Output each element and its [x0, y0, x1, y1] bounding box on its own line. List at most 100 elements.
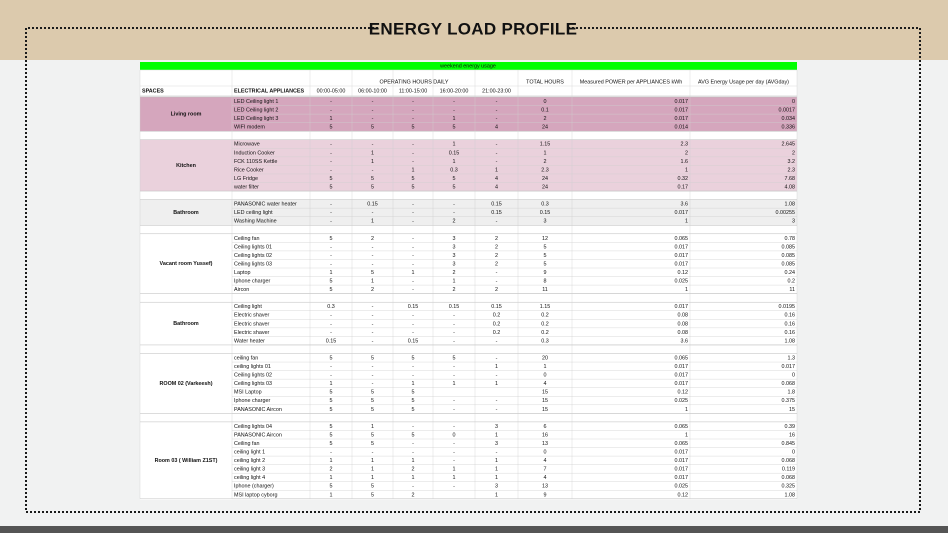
cell: -: [372, 142, 374, 148]
cell: 5: [412, 407, 415, 413]
cell: 16: [789, 432, 795, 438]
cell: -: [453, 407, 455, 413]
cell: 0.017: [675, 261, 689, 267]
column-header: 11:00-15:00: [399, 88, 427, 94]
cell: 3: [453, 253, 456, 259]
cell: 2: [453, 219, 456, 225]
cell: 0.15: [449, 304, 460, 310]
cell: -: [453, 210, 455, 216]
cell: 1: [685, 287, 688, 293]
cell: PANASONIC Aircon: [234, 432, 282, 438]
cell: 5: [453, 125, 456, 131]
cell: -: [453, 364, 455, 370]
cell: 5: [412, 184, 415, 190]
cell: 0: [792, 450, 795, 456]
cell: 0.2: [493, 321, 501, 327]
cell: 0.017: [675, 467, 689, 473]
cell: 0.16: [785, 330, 796, 336]
cell: 0: [792, 373, 795, 379]
cell: 2: [453, 270, 456, 276]
group-background: [140, 421, 797, 499]
cell: 15: [542, 398, 548, 404]
column-header: AVG Energy Usage per day (AVGday): [698, 79, 789, 85]
cell: 0.017: [675, 99, 689, 105]
cell: 5: [330, 398, 333, 404]
cell: 0.12: [678, 390, 689, 396]
cell: 1: [685, 167, 688, 173]
cell: -: [372, 261, 374, 267]
column-header: ELECTRICAL APPLIANCES: [234, 88, 304, 94]
cell: 1: [371, 279, 374, 285]
cell: 16: [542, 432, 548, 438]
cell: 0.336: [782, 125, 796, 131]
cell: MSI laptop cyborg: [234, 492, 277, 498]
cell: -: [412, 108, 414, 114]
cell: -: [412, 441, 414, 447]
cell: 1.3: [788, 355, 796, 361]
cell: 1.15: [540, 142, 551, 148]
cell: ceiling light 2: [234, 458, 265, 464]
cell: 0.068: [782, 475, 796, 481]
cell: 5: [330, 432, 333, 438]
cell: 15: [789, 407, 795, 413]
cell: Microwave: [234, 142, 260, 148]
cell: -: [330, 253, 332, 259]
cell: PANASONIC water heater: [234, 202, 297, 208]
cell: 4: [495, 176, 498, 182]
column-header: SPACES: [142, 88, 164, 94]
cell: 5: [371, 441, 374, 447]
cell: -: [412, 484, 414, 490]
cell: 1: [453, 475, 456, 481]
cell: -: [330, 219, 332, 225]
cell: 5: [330, 441, 333, 447]
cell: 2.3: [788, 167, 796, 173]
cell: 2: [495, 244, 498, 250]
cell: 0.014: [675, 125, 689, 131]
cell: 1: [495, 458, 498, 464]
cell: 0.0195: [779, 304, 796, 310]
cell: 12: [542, 236, 548, 242]
cell: -: [496, 398, 498, 404]
cell: 5: [412, 355, 415, 361]
cell: 1: [330, 381, 333, 387]
cell: 0.2: [541, 313, 549, 319]
cell: 13: [542, 441, 548, 447]
cell: 3: [792, 219, 795, 225]
cell: Electric shaver: [234, 330, 270, 336]
space-label: Kitchen: [176, 163, 196, 169]
cell: 2: [495, 261, 498, 267]
cell: 0: [544, 450, 547, 456]
cell: -: [330, 364, 332, 370]
cell: 1: [495, 381, 498, 387]
cell: ceiling fan: [234, 355, 258, 361]
cell: 0.12: [678, 492, 689, 498]
page-title: ENERGY LOAD PROFILE: [369, 19, 577, 38]
cell: 1.15: [540, 304, 551, 310]
group-background: [140, 353, 797, 414]
cell: water filter: [233, 184, 259, 190]
space-label: Bathroom: [173, 210, 199, 216]
cell: 7.68: [785, 176, 796, 182]
cell: 0.065: [675, 441, 689, 447]
cell: 4: [495, 184, 498, 190]
cell: 0.068: [782, 458, 796, 464]
cell: 5: [544, 261, 547, 267]
cell: 1: [453, 142, 456, 148]
cell: -: [372, 338, 374, 344]
cell: 0.15: [491, 210, 502, 216]
cell: 5: [371, 484, 374, 490]
cell: -: [453, 484, 455, 490]
cell: Water heater: [234, 338, 265, 344]
cell: 15: [542, 390, 548, 396]
cell: 0.065: [675, 355, 689, 361]
cell: -: [412, 210, 414, 216]
cell: 0: [792, 99, 795, 105]
cell: ceiling lights 01: [234, 364, 271, 370]
cell: 0.3: [327, 304, 335, 310]
cell: 2.3: [681, 142, 689, 148]
cell: Ceiling lights 03: [234, 261, 272, 267]
cell: 0: [544, 373, 547, 379]
cell: 1: [453, 381, 456, 387]
cell: -: [372, 373, 374, 379]
cell: 0.017: [675, 450, 689, 456]
